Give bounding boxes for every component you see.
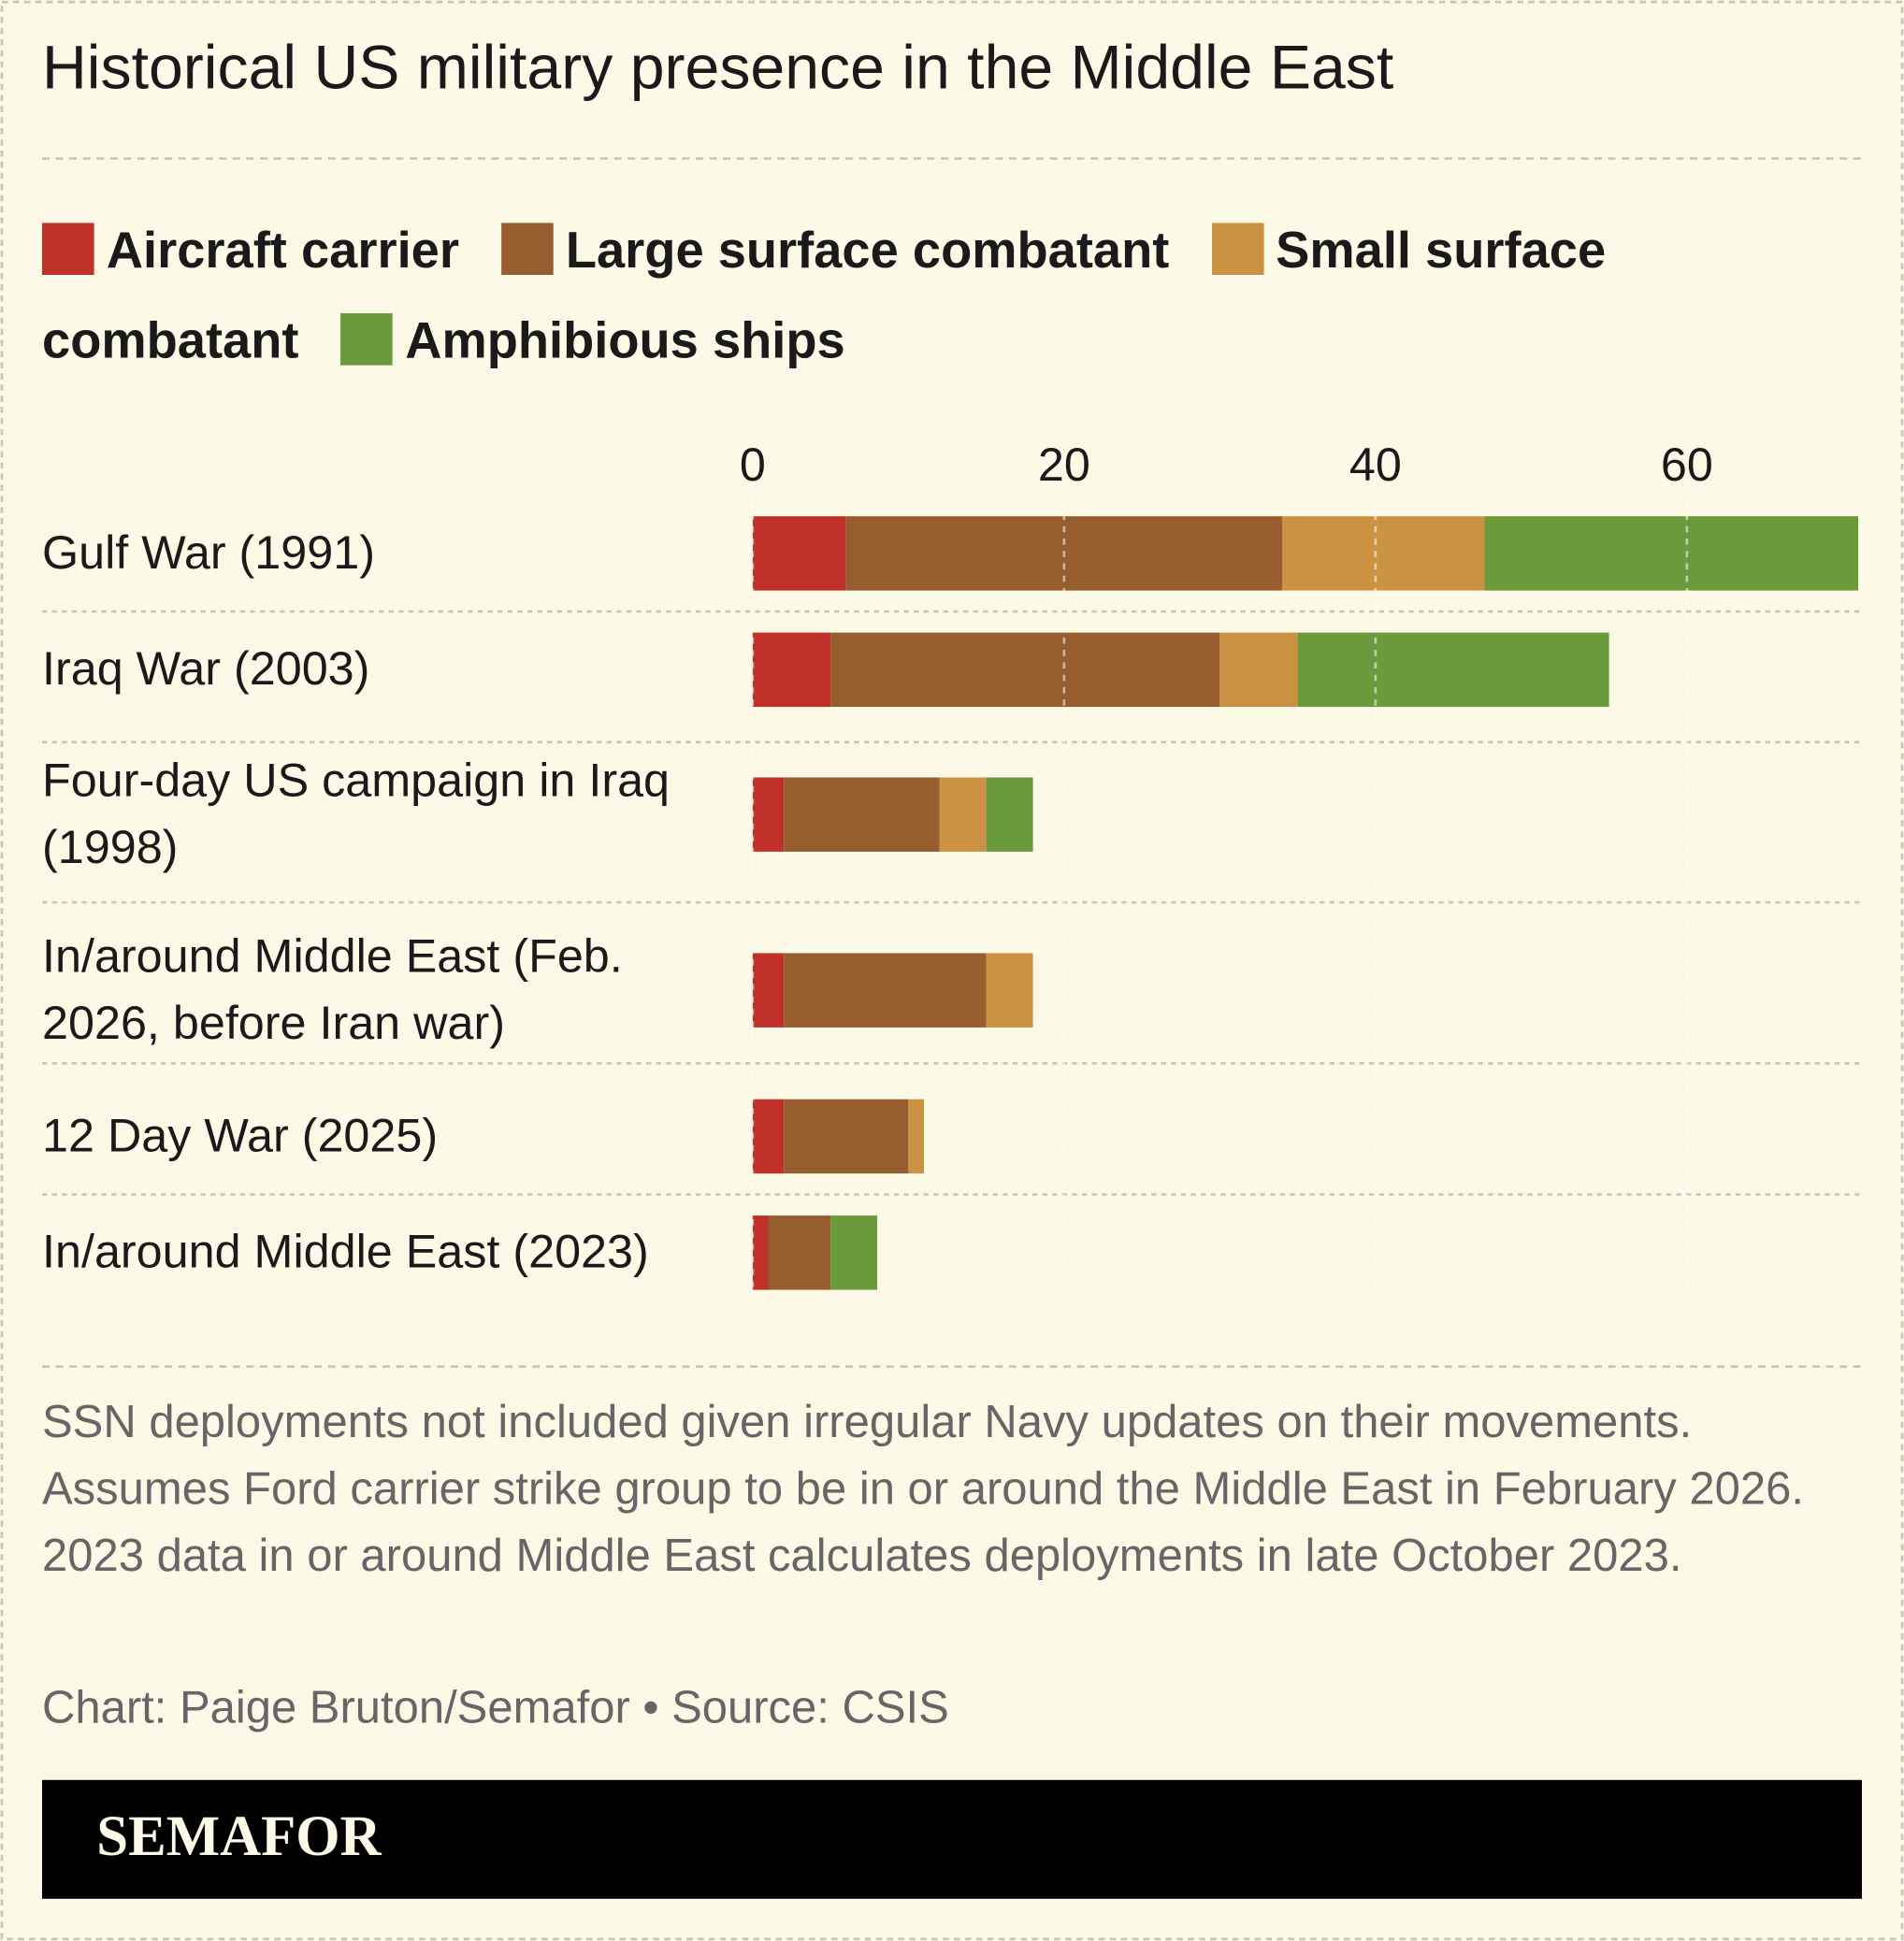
legend-label: Aircraft carrier: [106, 222, 459, 279]
bar-segment: [1484, 516, 1859, 591]
credit: Chart: Paige Bruton/Semafor • Source: CS…: [42, 1683, 949, 1733]
legend-label: Small surface combatant: [42, 222, 1607, 369]
category-box: In/around Middle East (Feb. 2026, before…: [42, 930, 623, 1050]
category-box: Iraq War (2003): [42, 643, 370, 697]
x-tick-label: 60: [1661, 438, 1713, 491]
footnote-box: SSN deployments not included given irreg…: [42, 1396, 1804, 1581]
bar-segment: [768, 1215, 831, 1290]
legend-label: Amphibious ships: [405, 311, 845, 369]
chart-title: Historical US military presence in the M…: [42, 33, 1393, 102]
category-box: Gulf War (1991): [42, 527, 375, 580]
legend-box: Aircraft carrier Large surface combatant S…: [42, 206, 1874, 386]
category-label: Iraq War (2003): [42, 643, 370, 697]
footnote: SSN deployments not included given irreg…: [42, 1396, 1804, 1581]
bar-segment: [752, 1099, 785, 1174]
legend-item: Amphibious ships: [340, 312, 887, 369]
bar-segment: [784, 953, 987, 1028]
bar-segment: [784, 777, 940, 852]
category-label: In/around Middle East (Feb. 2026, before…: [42, 930, 623, 1050]
bar-segment: [752, 777, 785, 852]
bar-segment: [1297, 632, 1609, 708]
category-label: 12 Day War (2025): [42, 1110, 439, 1163]
legend-item: Large surface combatant: [500, 222, 1211, 279]
category-box: In/around Middle East (2023): [42, 1227, 649, 1279]
legend-item: Aircraft carrier: [42, 222, 501, 279]
bar-segment: [830, 1215, 878, 1290]
brand: SEMAFOR: [96, 1805, 382, 1868]
bar-segment: [752, 516, 846, 591]
legend-swatch: [340, 313, 394, 366]
bar-segment: [752, 953, 785, 1028]
x-tick-label: 40: [1349, 438, 1402, 491]
bar-segment: [830, 632, 1220, 708]
x-tick-label: 0: [740, 438, 766, 491]
category-label: Four-day US campaign in Iraq (1998): [42, 755, 671, 874]
legend-swatch: [1211, 223, 1263, 276]
plot: 0 20 40 60 Gulf War (1991) Iraq War (2003) Fou…: [42, 438, 1862, 1294]
category-label: Gulf War (1991): [42, 527, 375, 580]
legend-label: Large surface combatant: [565, 222, 1170, 279]
bar-segment: [986, 777, 1033, 852]
bar-segment: [1281, 516, 1485, 591]
footer-bar: [42, 1779, 1862, 1899]
legend-swatch: [500, 223, 554, 276]
category-box: 12 Day War (2025): [42, 1110, 439, 1163]
bar-segment: [908, 1099, 925, 1174]
bar-segment: [986, 953, 1033, 1028]
legend-swatch: [42, 223, 94, 276]
legend: Aircraft carrier Large surface combatant S…: [42, 206, 1874, 386]
bar-segment: [939, 777, 987, 852]
bar-segment: [752, 1215, 769, 1290]
legend-item: Small surface combatant: [42, 222, 1606, 369]
category-label: In/around Middle East (2023): [42, 1227, 649, 1279]
category-box: Four-day US campaign in Iraq (1998): [42, 755, 671, 874]
bar-segment: [784, 1099, 909, 1174]
x-tick-label: 20: [1038, 438, 1090, 491]
bar-segment: [1219, 632, 1298, 708]
bar-segment: [752, 632, 831, 708]
